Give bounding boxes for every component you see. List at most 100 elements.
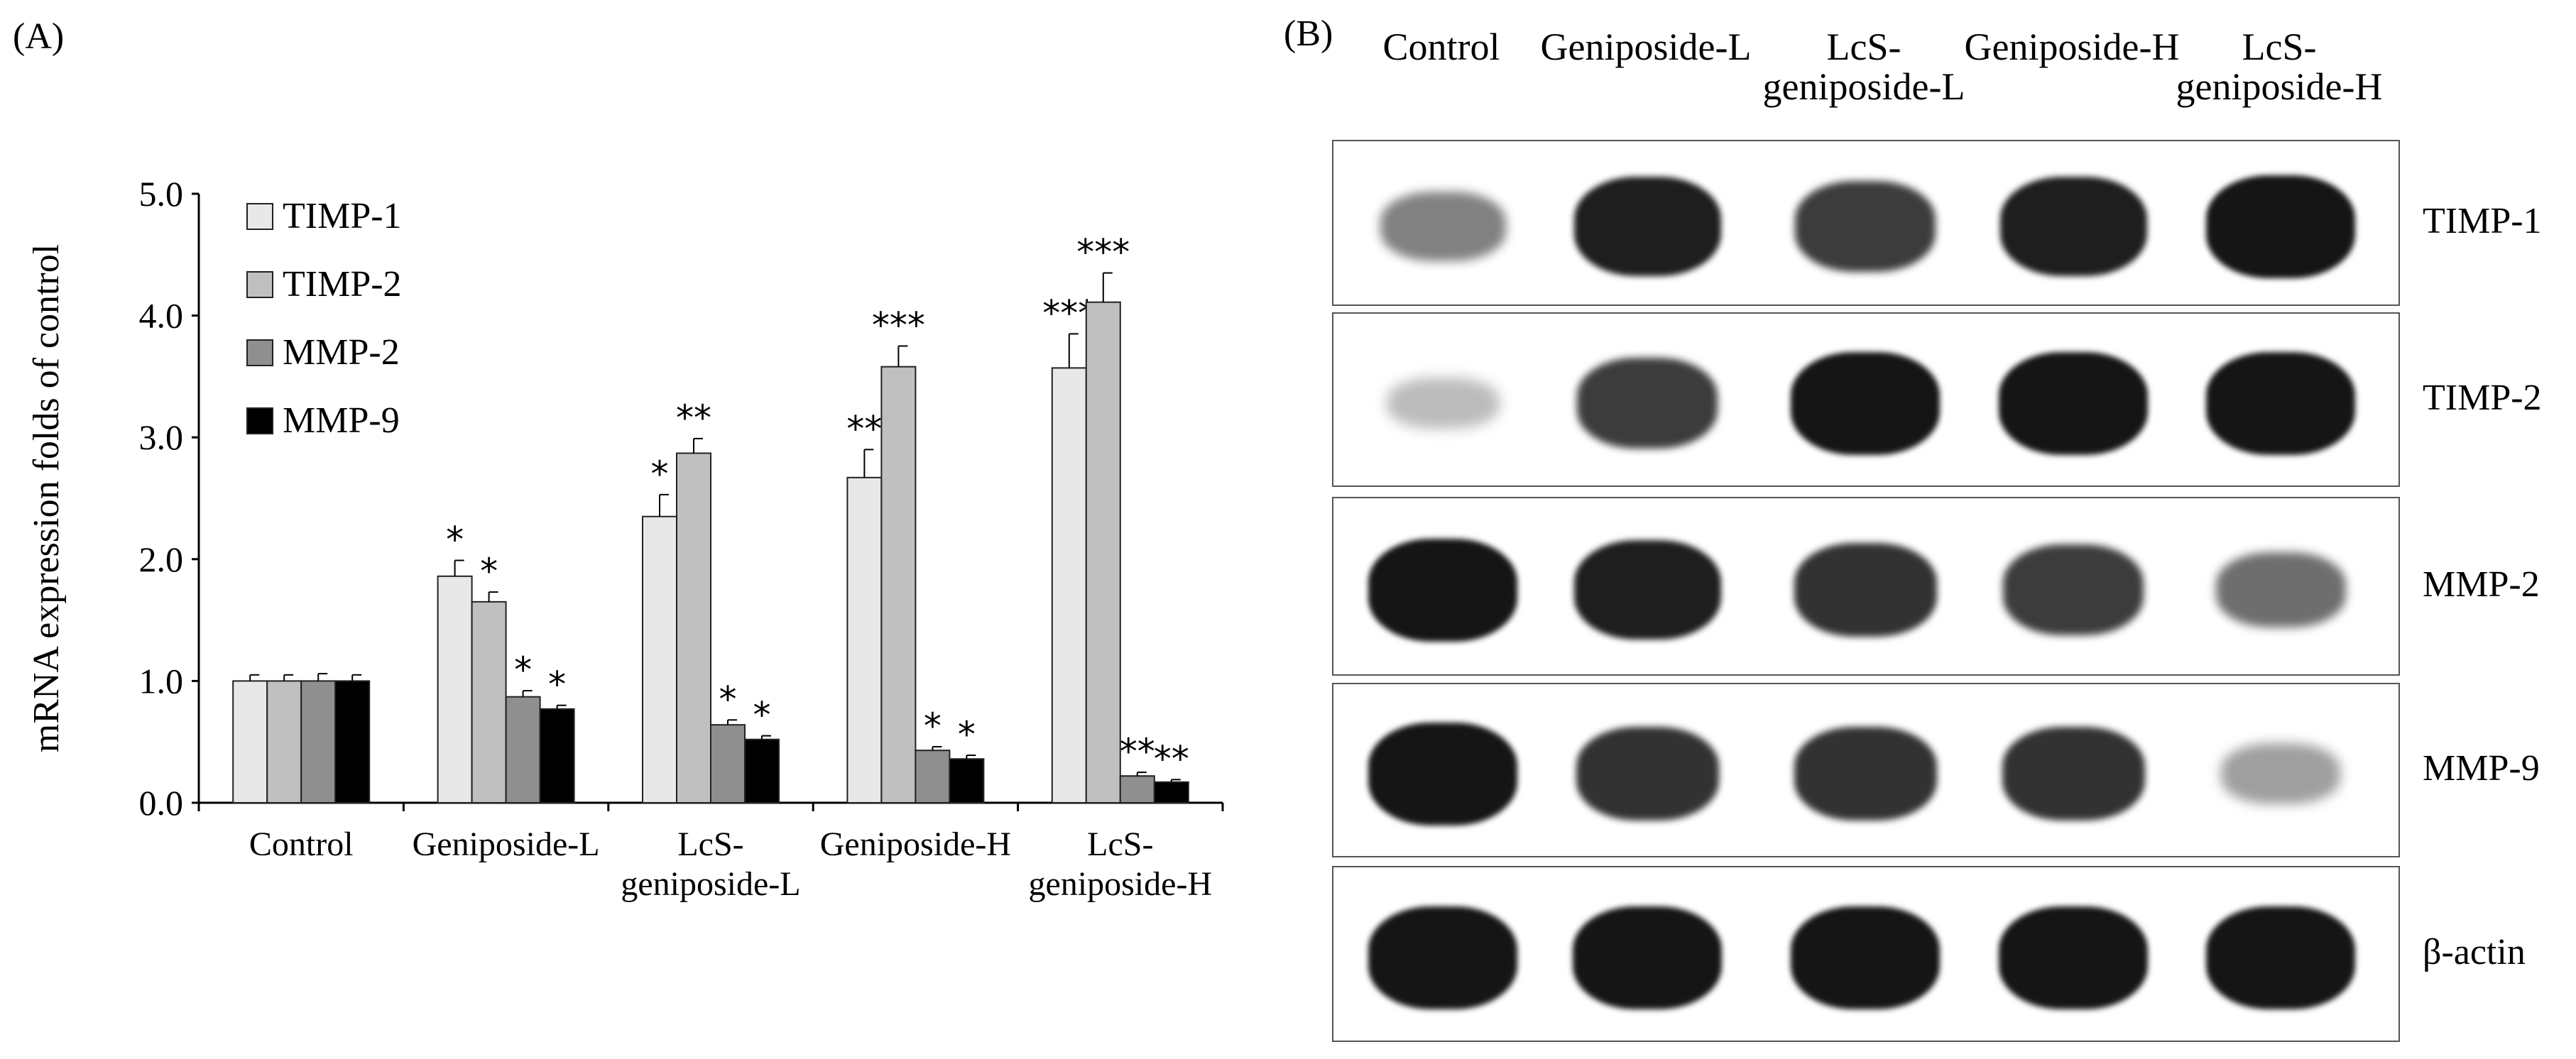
significance-mark: ** <box>846 408 882 449</box>
bar <box>744 738 780 803</box>
y-tick-label: 2.0 <box>139 539 184 579</box>
x-tick-label: LcS- <box>677 825 743 863</box>
legend-label: TIMP-1 <box>283 196 402 236</box>
y-tick-label: 1.0 <box>139 661 184 701</box>
legend-label: MMP-2 <box>283 332 400 373</box>
bar <box>471 600 507 803</box>
y-tick-label: 3.0 <box>139 417 184 457</box>
blot-band <box>2003 544 2144 635</box>
blot-band <box>1794 726 1937 821</box>
blot-strip <box>1332 866 2400 1042</box>
significance-mark: * <box>548 664 566 706</box>
significance-mark: ** <box>1120 731 1155 772</box>
blot-strip <box>1332 683 2400 857</box>
blot-strip <box>1332 140 2400 306</box>
blot-lane-label-line: LcS- <box>1826 26 1901 68</box>
blot-lane-label: LcS-geniposide-L <box>1722 27 2006 106</box>
panel-label-b: (B) <box>1284 13 1333 54</box>
legend-swatch <box>246 271 273 298</box>
bar <box>334 680 371 804</box>
legend-label: TIMP-2 <box>283 264 402 304</box>
blot-row-label: TIMP-1 <box>2423 201 2542 241</box>
significance-mark: * <box>651 454 669 495</box>
blot-row-label: MMP-2 <box>2423 564 2540 605</box>
blot-band <box>2221 743 2340 804</box>
blot-band <box>2002 726 2145 821</box>
significance-mark: *** <box>1076 232 1130 273</box>
x-tick-label: Geniposide-L <box>413 825 600 863</box>
bar <box>232 680 268 804</box>
y-tick-label: 4.0 <box>139 296 184 336</box>
blot-row-label: TIMP-2 <box>2423 378 2542 418</box>
significance-mark: * <box>753 695 771 736</box>
blot-band <box>1573 539 1721 640</box>
blot-lane-label-line: geniposide-L <box>1762 65 1965 108</box>
blot-band <box>1573 906 1722 1009</box>
blot-band <box>1573 176 1721 277</box>
blot-row-label: MMP-9 <box>2423 748 2540 789</box>
blot-band <box>1794 542 1937 637</box>
significance-mark: * <box>719 679 737 720</box>
blot-band <box>1577 358 1718 449</box>
blot-lane-label-line: Control <box>1382 26 1500 68</box>
blot-lane-label-line: Geniposide-H <box>1964 26 2180 68</box>
x-tick-label: geniposide-H <box>1028 865 1212 903</box>
blot-band <box>1999 906 2148 1009</box>
bar <box>266 680 302 804</box>
y-axis-label: mRNA expression folds of control <box>26 244 67 752</box>
blot-lane-label-line: geniposide-H <box>2176 65 2383 108</box>
bar <box>1119 775 1155 804</box>
blot-band <box>1795 181 1936 272</box>
x-tick-label: geniposide-L <box>621 865 800 903</box>
panel-label-a: (A) <box>13 16 65 57</box>
bar <box>437 575 473 803</box>
blot-band <box>2206 906 2355 1009</box>
x-tick-label: Geniposide-H <box>820 825 1011 863</box>
blot-lane-label: LcS-geniposide-H <box>2137 27 2421 106</box>
blot-lane-label: Geniposide-L <box>1504 27 1788 67</box>
bar <box>1051 367 1087 803</box>
bar <box>300 680 337 804</box>
blot-strip <box>1332 497 2400 676</box>
blot-band <box>1999 351 2148 455</box>
blot-band <box>1386 377 1500 429</box>
blot-band <box>1999 176 2147 277</box>
bar <box>1085 301 1121 803</box>
blot-row-label: β-actin <box>2423 932 2526 972</box>
blot-band <box>1380 191 1506 262</box>
significance-mark: ** <box>676 397 711 439</box>
legend-swatch <box>246 339 273 366</box>
significance-mark: * <box>514 649 532 691</box>
y-tick-label: 5.0 <box>139 174 184 214</box>
bar <box>846 476 883 803</box>
significance-mark: *** <box>872 305 925 346</box>
blot-band <box>1368 722 1517 825</box>
y-tick-label: 0.0 <box>139 783 184 823</box>
bar <box>880 366 917 803</box>
blot-band <box>1368 906 1517 1009</box>
significance-mark: * <box>958 714 976 755</box>
bar <box>505 696 541 804</box>
blot-band <box>2215 552 2346 628</box>
blot-band <box>1576 726 1719 821</box>
bar <box>642 515 677 803</box>
bar-chart: 0.0 1.0 2.0 3.0 4.0 5.0 mRNA expression folds … <box>26 174 1224 903</box>
legend-swatch <box>246 203 273 230</box>
significance-mark: * <box>480 551 498 592</box>
bar <box>676 452 711 803</box>
x-tick-label: LcS- <box>1087 825 1153 863</box>
x-tick-label: Control <box>249 825 354 863</box>
bar <box>539 708 575 803</box>
bar <box>710 724 746 804</box>
bar <box>1153 781 1189 804</box>
blot-lane-label: Control <box>1299 27 1583 67</box>
blot-lane-label: Geniposide-H <box>1930 27 2214 67</box>
blot-band <box>1791 351 1940 455</box>
significance-mark: * <box>924 706 942 747</box>
blot-band <box>2206 351 2355 455</box>
significance-mark: ** <box>1154 738 1189 779</box>
blot-lane-label-line: LcS- <box>2242 26 2317 68</box>
legend-label: MMP-9 <box>283 400 400 441</box>
bar <box>915 750 951 804</box>
significance-mark: * <box>446 520 464 561</box>
